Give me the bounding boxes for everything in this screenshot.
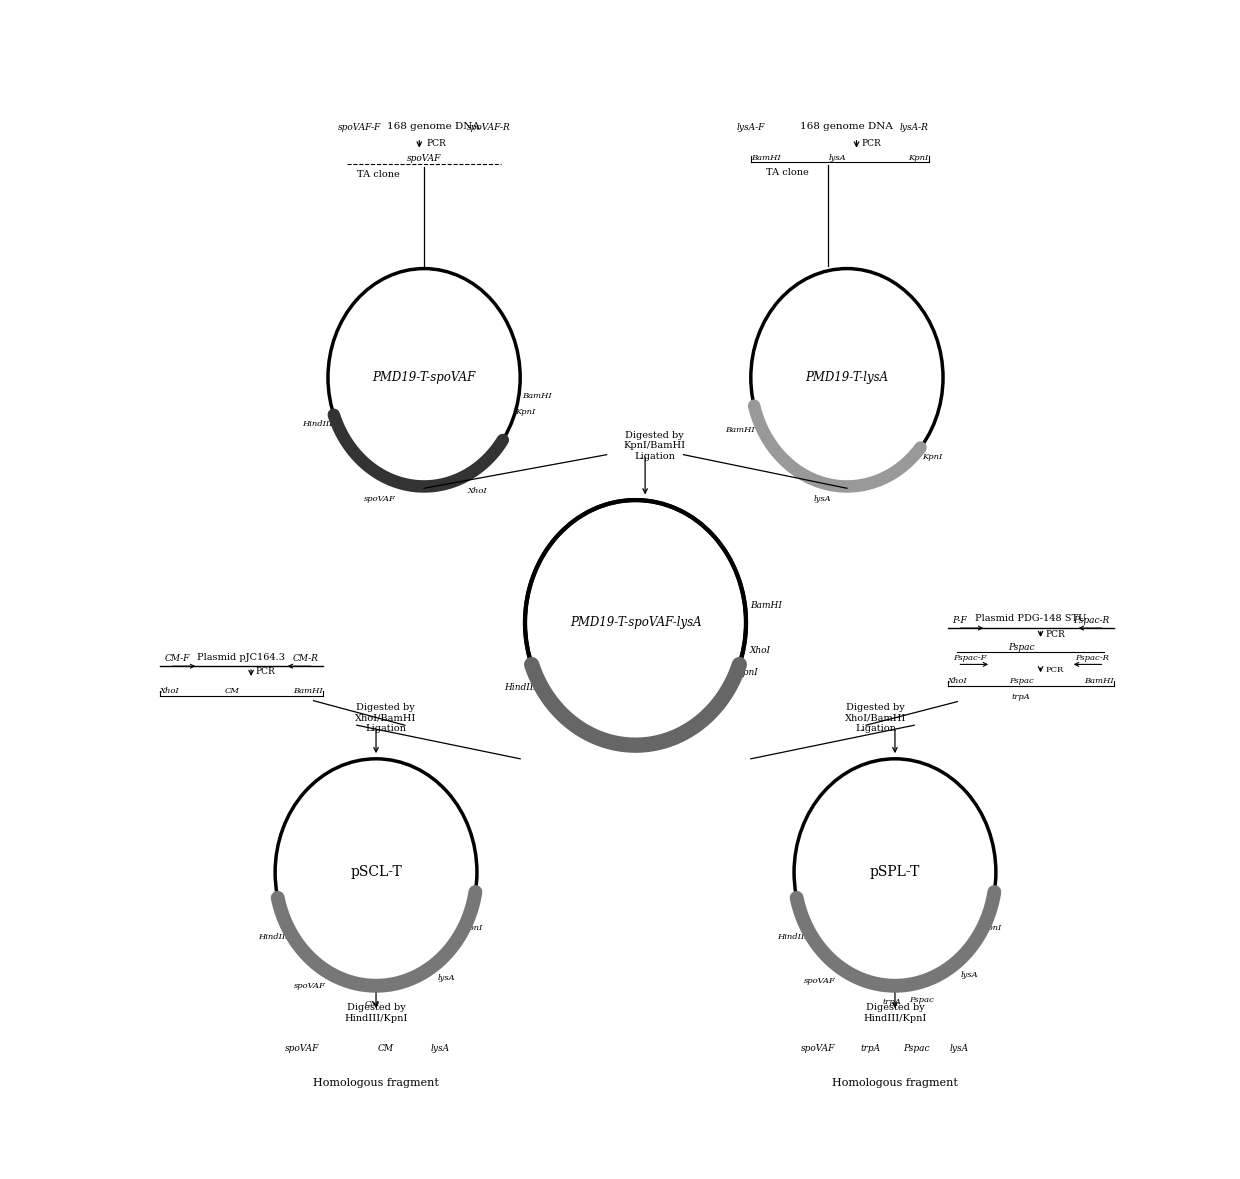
Text: lysA: lysA (430, 1043, 450, 1053)
Text: PCR: PCR (1045, 630, 1065, 639)
Text: KpnI: KpnI (515, 408, 536, 416)
Text: BamHI: BamHI (750, 601, 781, 610)
Text: Pspac-F: Pspac-F (952, 654, 986, 663)
Text: lysA: lysA (813, 494, 831, 502)
Text: trpA: trpA (861, 1043, 880, 1053)
Text: spoVAF: spoVAF (804, 976, 836, 984)
Text: spoVAF: spoVAF (801, 1043, 836, 1053)
Text: Pspac: Pspac (909, 995, 934, 1003)
Text: Plasmid pJC164.3: Plasmid pJC164.3 (197, 653, 285, 661)
Text: KpnI: KpnI (923, 453, 942, 461)
Text: lysA: lysA (950, 1043, 968, 1053)
Text: Digested by
HindIII/KpnI: Digested by HindIII/KpnI (863, 1003, 926, 1022)
Text: lysA: lysA (828, 153, 846, 162)
Text: XhoI: XhoI (749, 646, 770, 654)
Text: HindIII: HindIII (301, 420, 332, 428)
Text: TA clone: TA clone (766, 167, 808, 177)
Polygon shape (982, 1049, 1006, 1076)
Text: lysA: lysA (961, 970, 978, 979)
Text: spoVAF: spoVAF (407, 154, 441, 163)
Text: PCR: PCR (255, 667, 275, 676)
Text: PMD19-T-​spoVAF-​lysA: PMD19-T-​spoVAF-​lysA (569, 617, 702, 630)
Polygon shape (463, 1049, 486, 1076)
Text: BamHI: BamHI (1085, 677, 1114, 685)
Text: HindIII: HindIII (505, 683, 537, 692)
Text: lysA-F: lysA-F (737, 124, 765, 132)
Text: Digested by
XhoI/BamHI
Ligation: Digested by XhoI/BamHI Ligation (355, 703, 417, 733)
Text: PMD19-T-​spoVAF: PMD19-T-​spoVAF (372, 371, 476, 384)
Text: trpA: trpA (883, 999, 901, 1006)
Text: XhoI: XhoI (160, 686, 180, 694)
Text: spoVAF: spoVAF (365, 494, 396, 502)
Text: Plasmid PDG-148 STU: Plasmid PDG-148 STU (976, 613, 1086, 623)
Text: BamHI: BamHI (725, 427, 755, 434)
Text: KpnI: KpnI (463, 924, 482, 931)
Text: spoVAF: spoVAF (285, 1043, 319, 1053)
Text: BamHI: BamHI (751, 153, 780, 162)
Text: lysA: lysA (438, 974, 455, 982)
Text: spoVAF-R: spoVAF-R (466, 124, 511, 132)
Text: pSPL-T: pSPL-T (869, 865, 920, 880)
Text: P-F: P-F (952, 617, 967, 625)
Text: Digested by
XhoI/BamHI
Ligation: Digested by XhoI/BamHI Ligation (846, 703, 906, 733)
Text: Homologous fragment: Homologous fragment (312, 1078, 439, 1088)
Text: spoVAF-F: spoVAF-F (337, 124, 381, 132)
Text: TA clone: TA clone (357, 170, 401, 179)
Text: Homologous fragment: Homologous fragment (832, 1078, 959, 1088)
Text: lysA-R: lysA-R (900, 124, 929, 132)
Text: PCR: PCR (427, 139, 446, 147)
Text: 168 genome DNA: 168 genome DNA (387, 121, 480, 131)
Text: KpnI: KpnI (909, 153, 929, 162)
Text: trpA: trpA (1012, 693, 1030, 702)
Text: PCR: PCR (1045, 666, 1064, 674)
Text: PCR: PCR (861, 139, 880, 147)
Text: XhoI: XhoI (947, 677, 967, 685)
Text: 168 genome DNA: 168 genome DNA (801, 121, 893, 131)
Text: HindIII: HindIII (258, 934, 289, 941)
Text: Pspac: Pspac (1009, 677, 1034, 685)
Text: HindIII: HindIII (777, 934, 807, 941)
Text: CM: CM (377, 1043, 394, 1053)
Text: Digested by
HindIII/KpnI: Digested by HindIII/KpnI (345, 1003, 408, 1022)
Text: CM-F: CM-F (165, 654, 190, 664)
Text: pSCL-T: pSCL-T (350, 865, 402, 880)
Text: Pspac: Pspac (903, 1043, 929, 1053)
Text: KpnI: KpnI (982, 924, 1002, 931)
Text: spoVAF: spoVAF (294, 982, 325, 990)
Text: BamHI: BamHI (294, 686, 324, 694)
Text: Pspac-R: Pspac-R (1073, 617, 1110, 625)
Text: PMD19-T-​lysA: PMD19-T-​lysA (805, 371, 889, 384)
Text: Pspac: Pspac (1008, 643, 1034, 652)
Text: Digested by
KpnI/BamHI
Ligation: Digested by KpnI/BamHI Ligation (624, 430, 686, 461)
Text: CM: CM (365, 1000, 379, 1008)
Text: CM-R: CM-R (293, 654, 319, 664)
Text: BamHI: BamHI (522, 393, 552, 401)
Text: CM: CM (224, 686, 239, 694)
Text: Pspac-R: Pspac-R (1075, 654, 1110, 663)
Text: XhoI: XhoI (467, 487, 487, 495)
Text: KpnI: KpnI (737, 667, 758, 677)
